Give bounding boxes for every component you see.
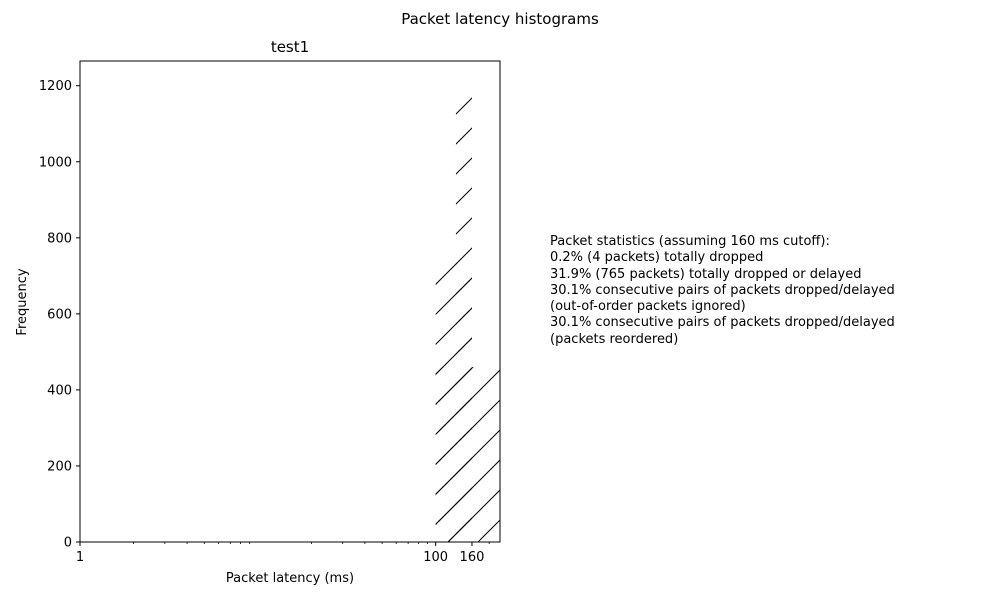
- stats-line: (out-of-order packets ignored): [550, 299, 746, 315]
- stats-line: Packet statistics (assuming 160 ms cutof…: [550, 234, 830, 249]
- y-tick-label: 800: [47, 231, 72, 246]
- x-tick-label: 100: [423, 550, 448, 565]
- y-axis-label: Frequency: [15, 268, 30, 335]
- y-tick-label: 0: [64, 536, 72, 551]
- x-tick-label: 1: [76, 550, 84, 565]
- y-tick-label: 400: [47, 383, 72, 398]
- stats-line: 30.1% consecutive pairs of packets dropp…: [550, 282, 895, 298]
- histogram-bar-3: [435, 367, 500, 542]
- figure-title: Packet latency histograms: [401, 10, 599, 28]
- stats-line: 31.9% (765 packets) totally dropped or d…: [550, 266, 862, 282]
- y-tick-label: 1200: [39, 79, 72, 94]
- stats-line: 0.2% (4 packets) totally dropped: [550, 250, 764, 266]
- y-tick-label: 1000: [39, 155, 72, 170]
- stats-line: 30.1% consecutive pairs of packets dropp…: [550, 315, 895, 331]
- packet-statistics: Packet statistics (assuming 160 ms cutof…: [550, 234, 895, 348]
- axes-layer: 0 200 400 600 800 1000 1200 1 100 160: [39, 79, 490, 565]
- y-tick-label: 600: [47, 307, 72, 322]
- stats-line: (packets reordered): [550, 331, 679, 347]
- chart-title: test1: [271, 38, 309, 56]
- x-tick-label: 160: [460, 550, 485, 565]
- y-tick-label: 200: [47, 459, 72, 474]
- x-axis-label: Packet latency (ms): [226, 571, 354, 586]
- bars-layer: [435, 89, 500, 542]
- plot-frame: [79, 60, 501, 543]
